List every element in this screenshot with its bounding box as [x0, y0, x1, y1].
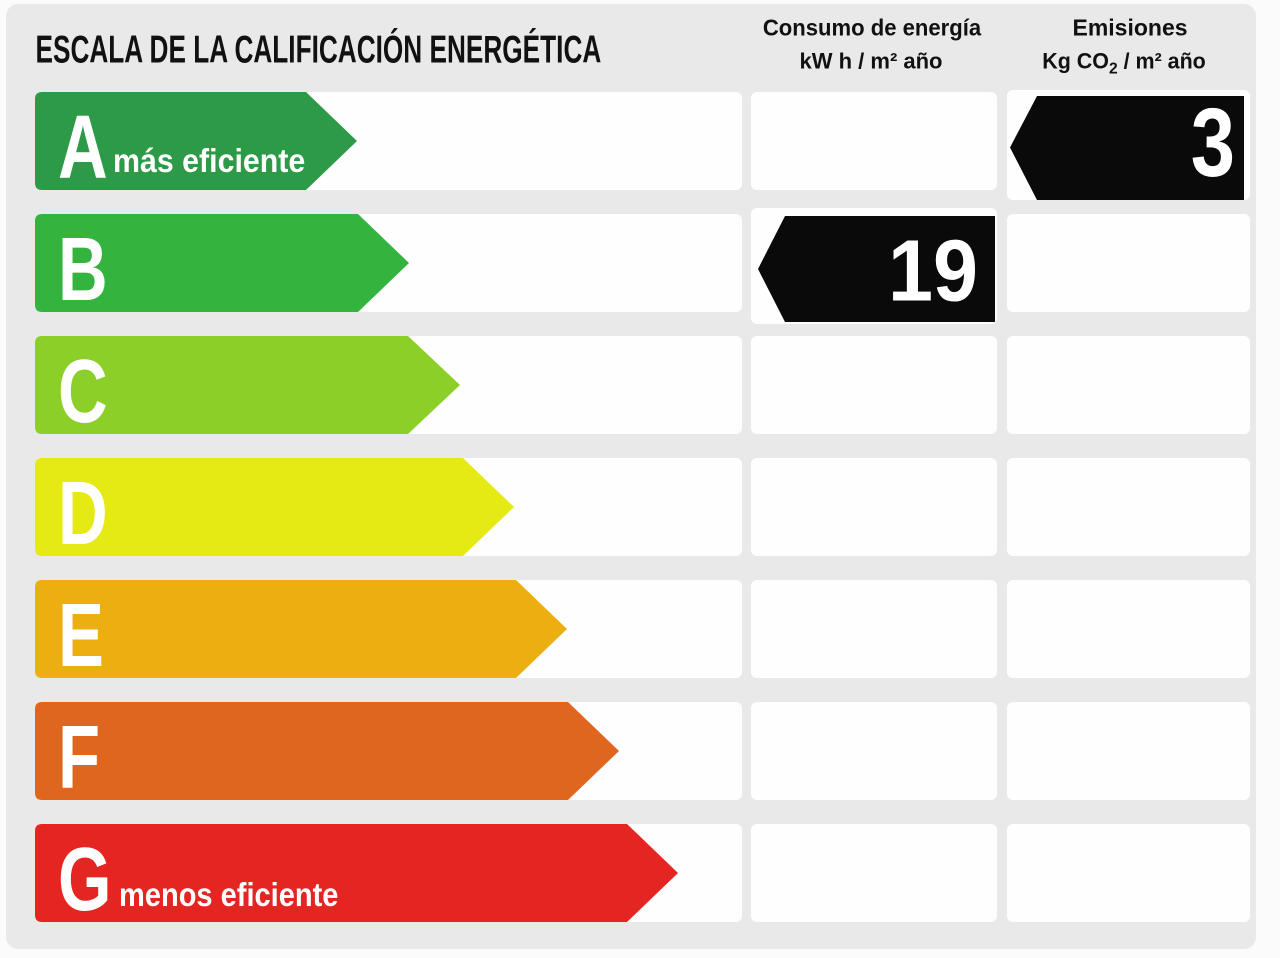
svg-text:F: F [58, 706, 100, 807]
svg-text:más eficiente: más eficiente [113, 142, 305, 179]
svg-text:E: E [58, 584, 104, 685]
svg-text:G: G [58, 828, 112, 929]
svg-text:B: B [58, 218, 108, 319]
svg-text:C: C [58, 340, 108, 441]
svg-text:kW h / m² año: kW h / m² año [800, 49, 943, 74]
svg-text:Emisiones: Emisiones [1072, 14, 1187, 40]
svg-text:menos eficiente: menos eficiente [119, 876, 338, 913]
svg-text:D: D [58, 462, 108, 563]
svg-text:19: 19 [888, 222, 978, 319]
svg-text:Consumo de energía: Consumo de energía [763, 15, 982, 41]
svg-text:A: A [58, 96, 108, 197]
svg-text:3: 3 [1191, 89, 1235, 197]
svg-text:ESCALA DE LA CALIFICACIÓN ENER: ESCALA DE LA CALIFICACIÓN ENERGÉTICA [36, 27, 602, 72]
svg-text:Kg CO2 / m² año: Kg CO2 / m² año [1042, 48, 1206, 77]
